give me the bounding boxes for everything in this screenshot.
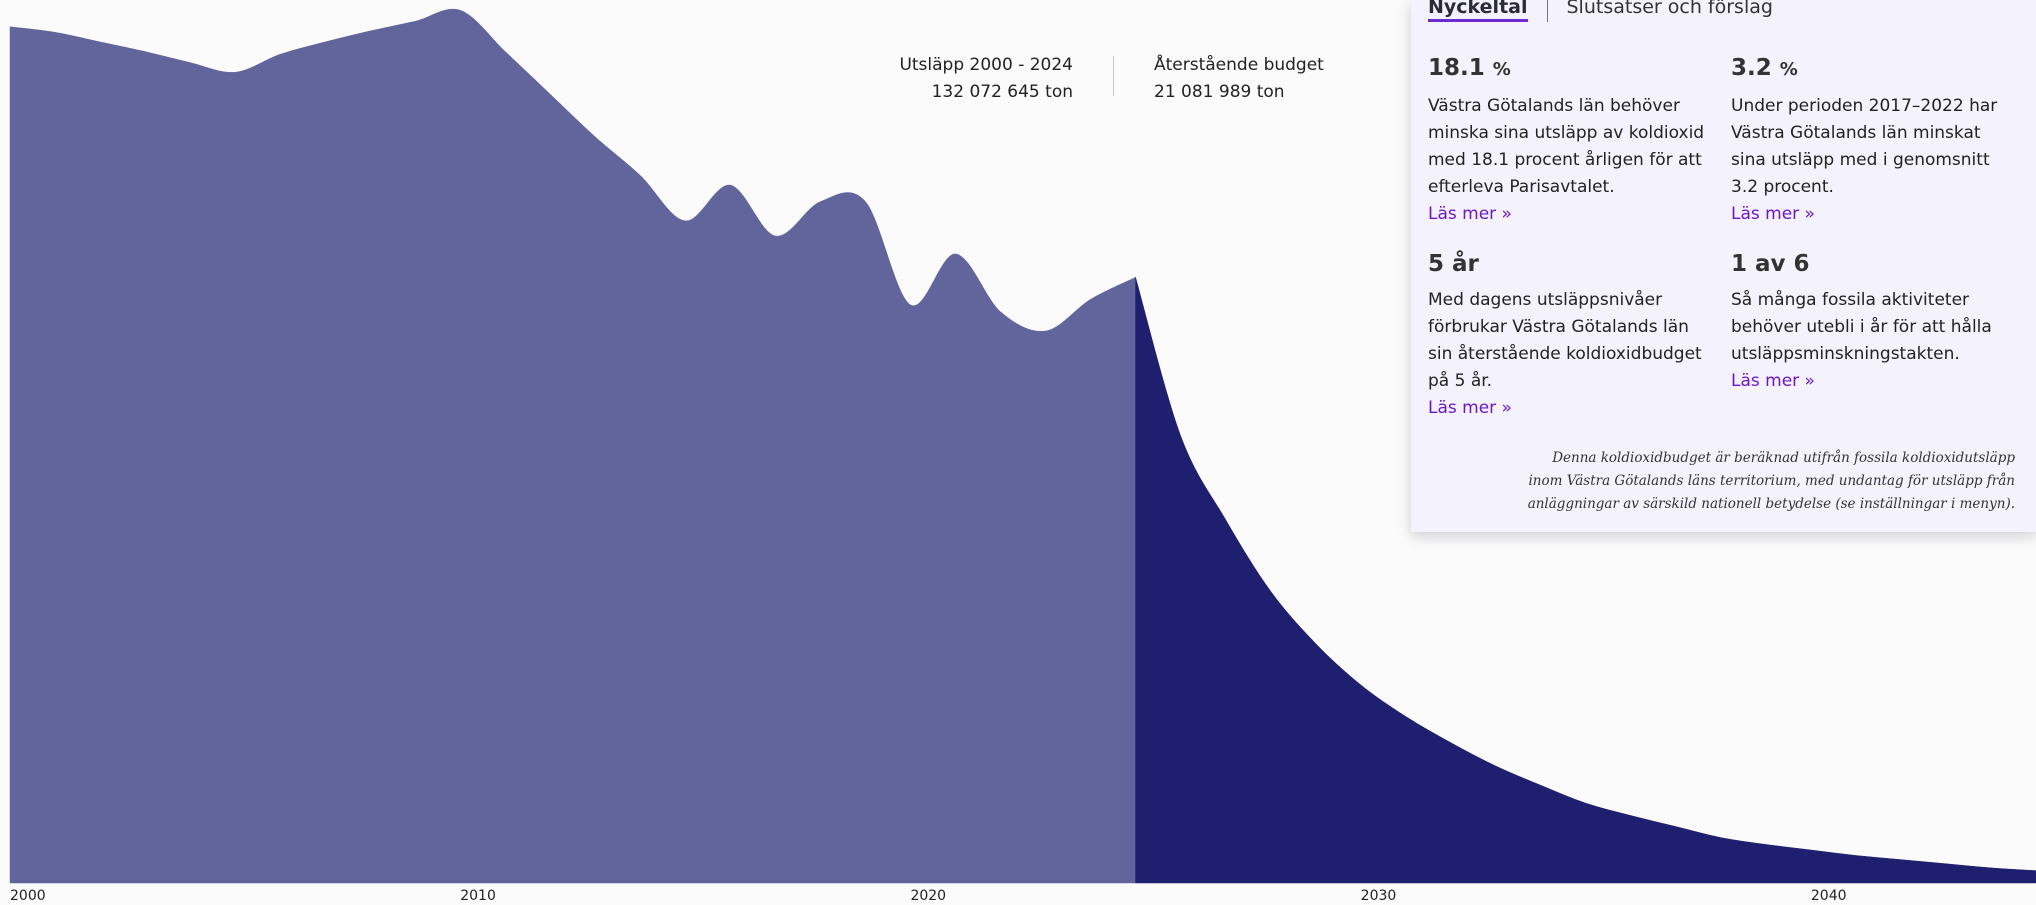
card: 1 av 6 Så många fossila aktiviteter behöv…: [1731, 249, 2013, 395]
card-text: Så många fossila aktiviteter behöver ute…: [1731, 290, 1992, 364]
x-tick-label: 2020: [910, 888, 946, 904]
card-value: 5 år: [1428, 251, 1479, 277]
key-figures-panel: Nyckeltal Slutsatser och förslag 18.1 % V…: [1411, 0, 2036, 532]
link[interactable]: Läs mer »: [1428, 204, 1512, 224]
card-value: 18.1: [1428, 55, 1485, 81]
x-tick-label: 2040: [1811, 888, 1847, 904]
card-text: Västra Götalands län behöver minska sina…: [1428, 96, 1705, 197]
card-heading: 1 av 6: [1731, 249, 2013, 279]
stat-value: 132 072 645 ton: [931, 82, 1073, 102]
stat: Återstående budget 21 081 989 ton: [1154, 52, 1324, 106]
tabs: Nyckeltal Slutsatser och förslag: [1428, 0, 1773, 22]
area: [9, 8, 1136, 884]
card: 18.1 % Västra Götalands län behöver minsk…: [1428, 53, 1710, 228]
stat-label: Återstående budget: [1154, 55, 1324, 75]
card-heading: 18.1 %: [1428, 53, 1710, 85]
note: Denna koldioxidbudget är beräknad utifrå…: [1527, 450, 2015, 512]
x-tick-label: 2030: [1361, 888, 1397, 904]
stat-value: 21 081 989 ton: [1154, 82, 1285, 102]
card-text: Med dagens utsläppsnivåer förbrukar Väst…: [1428, 290, 1702, 391]
tab[interactable]: Nyckeltal: [1428, 0, 1528, 22]
card-unit: %: [1492, 59, 1511, 80]
tab[interactable]: Slutsatser och förslag: [1566, 0, 1773, 18]
link[interactable]: Läs mer »: [1731, 371, 1815, 391]
x-tick-label: 2000: [10, 888, 46, 904]
card: 3.2 % Under perioden 2017–2022 har Västra…: [1731, 53, 2013, 228]
card-value: 1 av 6: [1731, 251, 1810, 277]
card-unit: %: [1779, 59, 1798, 80]
area: [1135, 277, 2036, 884]
link[interactable]: Läs mer »: [1428, 398, 1512, 418]
card-heading: 5 år: [1428, 249, 1710, 279]
x-tick-label: 2010: [460, 888, 496, 904]
tab-separator: [1546, 0, 1548, 22]
card-value: 3.2: [1731, 55, 1772, 81]
stat-label: Utsläpp 2000 - 2024: [899, 55, 1073, 75]
card-heading: 3.2 %: [1731, 53, 2013, 85]
card: 5 år Med dagens utsläppsnivåer förbrukar …: [1428, 249, 1710, 422]
divider: [1113, 56, 1114, 96]
stat: Utsläpp 2000 - 2024 132 072 645 ton: [899, 52, 1073, 106]
link[interactable]: Läs mer »: [1731, 204, 1815, 224]
card-text: Under perioden 2017–2022 har Västra Göta…: [1731, 96, 1998, 197]
